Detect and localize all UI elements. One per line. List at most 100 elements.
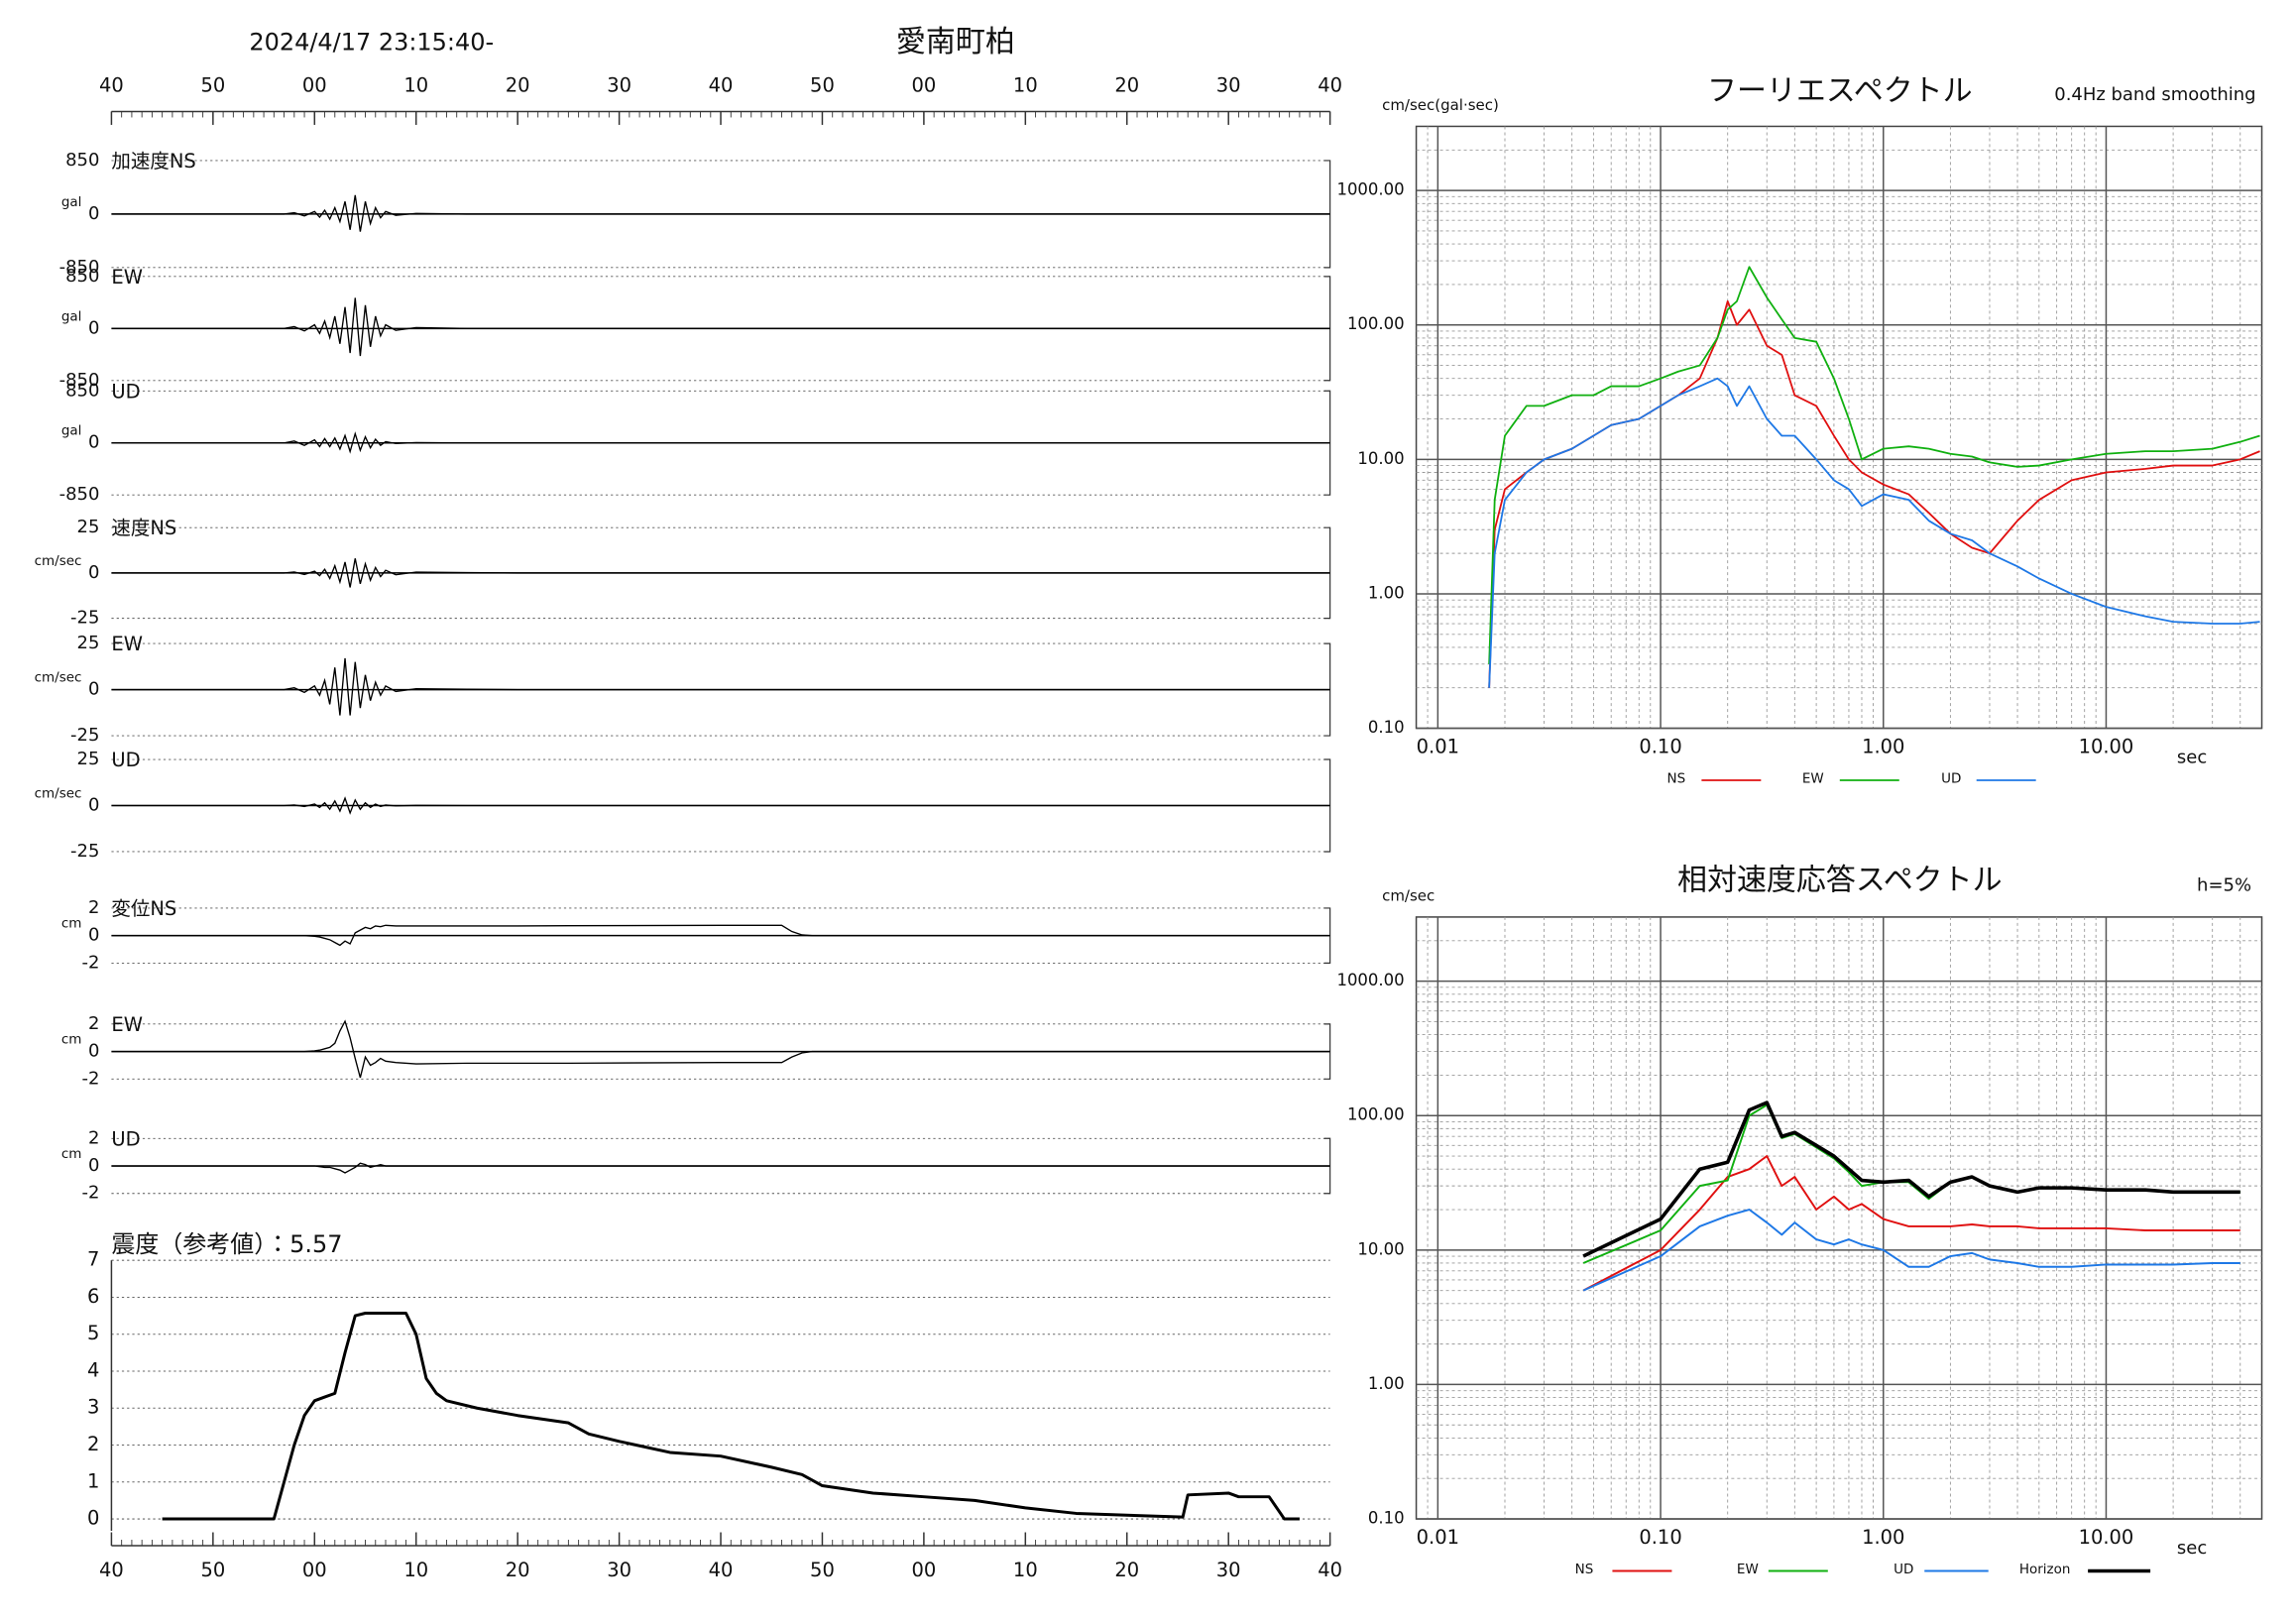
y-tick-label: 3	[87, 1396, 99, 1419]
x-tick-label: 1.00	[1862, 736, 1904, 758]
unit-label: cm/sec	[35, 553, 82, 569]
x-tick-label: 40	[709, 1559, 734, 1581]
y-tick-label: -850	[59, 484, 100, 505]
series-line	[1582, 1209, 2240, 1292]
y-tick-label: 2	[88, 1127, 99, 1148]
x-tick-label: 40	[1318, 73, 1342, 96]
trace-label: UD	[111, 380, 140, 403]
series-line	[1488, 377, 2260, 688]
y-tick-label: -850	[59, 370, 100, 391]
x-tick-label: 0.10	[1639, 736, 1681, 758]
unit-label: gal	[61, 423, 82, 439]
y-tick-label: 100.00	[1347, 314, 1405, 333]
y-tick-label: 1000.00	[1336, 971, 1404, 989]
y-tick-label: 0.10	[1368, 718, 1405, 737]
y-tick-label: 10.00	[1357, 449, 1404, 468]
fourier-note: 0.4Hz band smoothing	[2054, 84, 2255, 105]
x-tick-label: 10	[403, 73, 428, 96]
trace	[111, 558, 1330, 588]
trace	[111, 657, 1330, 716]
y-tick-label: 0	[88, 317, 99, 338]
x-tick-label: 00	[912, 1559, 937, 1581]
x-tick-label: 20	[1114, 73, 1139, 96]
x-tick-label: 00	[302, 73, 327, 96]
trace	[111, 297, 1330, 357]
response-note: h=5%	[2197, 874, 2251, 895]
y-tick-label: 0	[88, 679, 99, 700]
chart-title: 愛南町柏	[896, 25, 1015, 59]
y-tick-label: 100.00	[1347, 1105, 1405, 1124]
unit-label: gal	[61, 308, 82, 324]
fourier-title: フーリエスペクトル	[1707, 73, 1973, 108]
series-line	[1582, 1155, 2240, 1292]
series-line	[1582, 1101, 2240, 1258]
y-tick-label: 1000.00	[1336, 180, 1404, 199]
series-line	[1488, 266, 2260, 664]
trace-label: EW	[111, 266, 143, 289]
y-tick-label: 0	[88, 1155, 99, 1176]
unit-label: cm/sec	[35, 670, 82, 686]
y-tick-label: -2	[82, 1183, 100, 1204]
legend-label: UD	[1941, 771, 1961, 787]
x-tick-label: 10.00	[2079, 736, 2134, 758]
trace	[111, 1162, 1330, 1174]
y-tick-label: 0	[88, 203, 99, 224]
y-tick-label: 1.00	[1368, 1374, 1405, 1393]
y-tick-label: 25	[77, 749, 100, 769]
y-tick-label: 2	[88, 1013, 99, 1034]
x-tick-label: 50	[810, 73, 835, 96]
y-tick-label: 7	[87, 1248, 99, 1271]
trace-label: 速度NS	[111, 517, 176, 539]
x-tick-label: 50	[810, 1559, 835, 1581]
legend-label: Horizon	[2019, 1562, 2071, 1577]
x-tick-label: 0.10	[1639, 1526, 1681, 1549]
y-tick-label: 0.10	[1368, 1509, 1405, 1528]
x-tick-label: 1.00	[1862, 1526, 1904, 1549]
legend-label: EW	[1737, 1562, 1759, 1577]
x-axis-label: sec	[2177, 748, 2207, 768]
y-tick-label: -25	[70, 725, 99, 746]
y-tick-label: 4	[87, 1358, 99, 1381]
y-tick-label: 0	[88, 432, 99, 453]
trace-label: UD	[111, 749, 140, 771]
y-tick-label: 0	[88, 795, 99, 816]
y-tick-label: 850	[65, 266, 99, 287]
legend-label: EW	[1802, 771, 1824, 787]
x-tick-label: 40	[99, 1559, 124, 1581]
legend-label: UD	[1894, 1562, 1913, 1577]
y-tick-label: 0	[88, 925, 99, 946]
y-tick-label: -25	[70, 608, 99, 629]
x-tick-label: 30	[1216, 73, 1241, 96]
trace-label: 加速度NS	[111, 150, 195, 173]
trace	[111, 194, 1330, 232]
x-tick-label: 00	[302, 1559, 327, 1581]
unit-label: cm	[61, 1032, 82, 1048]
unit-label: cm	[61, 1146, 82, 1162]
legend-label: NS	[1667, 771, 1686, 787]
y-axis-label: cm/sec(gal·sec)	[1382, 96, 1499, 114]
y-tick-label: -25	[70, 841, 99, 862]
y-tick-label: 25	[77, 633, 100, 653]
y-tick-label: 2	[87, 1433, 99, 1455]
unit-label: cm	[61, 916, 82, 932]
y-tick-label: 25	[77, 517, 100, 537]
x-tick-label: 40	[709, 73, 734, 96]
trace	[111, 796, 1330, 815]
y-tick-label: 0	[88, 1041, 99, 1062]
y-tick-label: 1.00	[1368, 583, 1405, 602]
y-axis-label: cm/sec	[1382, 886, 1435, 904]
x-tick-label: 10	[403, 1559, 428, 1581]
x-tick-label: 0.01	[1417, 736, 1459, 758]
y-tick-label: 850	[65, 380, 99, 401]
x-tick-label: 30	[1216, 1559, 1241, 1581]
x-tick-label: 10	[1013, 1559, 1038, 1581]
y-tick-label: -2	[82, 1068, 100, 1089]
trace-label: 変位NS	[111, 897, 176, 920]
x-tick-label: 20	[1114, 1559, 1139, 1581]
response-title: 相対速度応答スペクトル	[1677, 863, 2003, 897]
x-tick-label: 10	[1013, 73, 1038, 96]
